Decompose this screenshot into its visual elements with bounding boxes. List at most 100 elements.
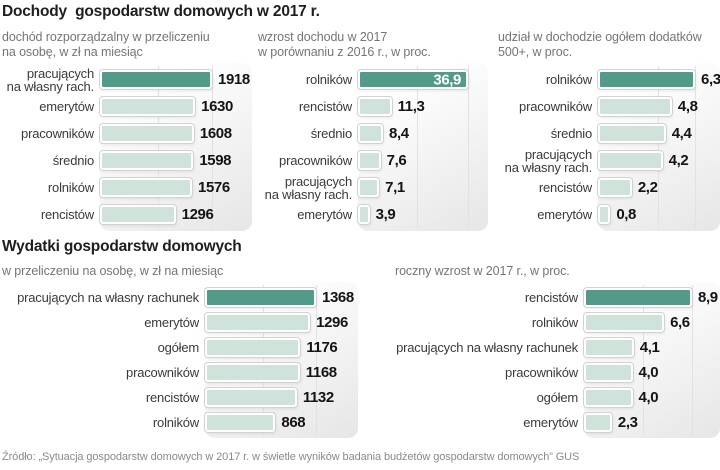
value-label: 1176 (306, 339, 338, 356)
bar-highlighted (598, 70, 695, 89)
axis-gridline (263, 285, 264, 435)
bar-highlighted: 36,9 (358, 70, 468, 89)
chart-income-growth: wzrost dochodu w 2017 w porównaniu z 201… (252, 28, 490, 231)
category-label: rolników (305, 72, 352, 87)
category-label: ogółem (536, 390, 579, 405)
category-label: pracujących na własny rach. (6, 65, 95, 94)
value-label: 6,6 (670, 314, 690, 331)
category-label: rencistów (40, 207, 94, 222)
bar (598, 97, 672, 116)
chart-bars-area: pracujących na własny rach. 1918 emerytów 1… (2, 63, 252, 231)
bar-row: pracowników 4,0 (360, 360, 720, 385)
category-label: średnio (52, 153, 94, 168)
bar-track: 1368 (205, 288, 354, 307)
axis-gridline (158, 66, 159, 228)
category-label: pracowników (126, 365, 199, 380)
bar-row: rolników 6,3 (490, 66, 720, 93)
chart-500plus-share: udział w dochodzie ogółem dodatków 500+,… (490, 28, 720, 231)
category-label: pracowników (519, 99, 592, 114)
source-note: Źródło: „Sytuacja gospodarstw domowych w… (2, 451, 580, 463)
category-label: rolników (152, 415, 199, 430)
category-label: rolników (531, 315, 578, 330)
value-label: 8,9 (698, 289, 718, 306)
section2-title: Wydatki gospodarstw domowych (2, 238, 242, 255)
bar-row: ogółem 4,0 (360, 385, 720, 410)
bar-highlighted (584, 288, 692, 307)
bar-row: rolników 868 (0, 410, 360, 435)
bar-track: 1168 (205, 363, 337, 382)
bar-track: 6,6 (584, 313, 692, 332)
bar (598, 205, 611, 224)
value-label: 6,3 (701, 71, 720, 88)
chart-bars-area: pracujących na własny rachunek 1368 emeryt… (0, 282, 360, 438)
category-label: pracujących na własny rach. (264, 173, 353, 202)
bar (598, 151, 663, 170)
chart-subtitle: w przeliczeniu na osobę, w zł na miesiąc (2, 264, 224, 278)
value-label: 7,1 (385, 179, 405, 196)
bar-row: pracowników 4,8 (490, 93, 720, 120)
bar-row: średnio 8,4 (252, 120, 490, 147)
bar (205, 413, 276, 432)
chart-expenses-per-person: w przeliczeniu na osobę, w zł na miesiąc… (0, 262, 360, 438)
value-label: 1918 (218, 71, 250, 88)
bar-row: pracujących na własny rachunek 1368 (0, 285, 360, 310)
bar-row: rencistów 11,3 (252, 93, 490, 120)
bar-row: pracowników 1168 (0, 360, 360, 385)
chart-subtitle: udział w dochodzie ogółem dodatków 500+,… (498, 30, 702, 59)
bar-track: 11,3 (358, 97, 468, 116)
value-label: 1608 (199, 125, 232, 142)
bar (584, 363, 633, 382)
bar-track: 4,0 (584, 363, 692, 382)
value-label: 7,6 (386, 152, 407, 169)
category-label: emerytów (537, 207, 592, 222)
bar-row: rolników 1576 (2, 174, 252, 201)
bar-row: emerytów 2,3 (360, 410, 720, 435)
plot-background-panel (205, 282, 358, 438)
axis-gridline (643, 285, 644, 435)
bar-track: 1630 (100, 97, 233, 116)
bar-track: 2,2 (598, 178, 695, 197)
top-charts-row: dochód rozporządzalny w przeliczeniu na … (2, 28, 720, 231)
category-label: pracujących na własny rachunek (396, 340, 578, 355)
bar-row: ogółem 1176 (0, 335, 360, 360)
bar (205, 313, 311, 332)
category-label: rencistów (538, 180, 592, 195)
bar (358, 124, 384, 143)
category-label: pracowników (21, 126, 94, 141)
category-label: pracujących na własny rachunek (17, 290, 199, 305)
bar-track: 8,9 (584, 288, 718, 307)
bar-row: rencistów 8,9 (360, 285, 720, 310)
value-label: 0,8 (616, 206, 636, 223)
bar (100, 178, 193, 197)
plot-background-panel (100, 63, 252, 231)
bar-track: 36,9 (358, 70, 468, 89)
bar (100, 124, 194, 143)
bar-track: 1608 (100, 124, 232, 143)
bar-track: 4,0 (584, 388, 692, 407)
category-label: emerytów (144, 315, 199, 330)
category-label: rolników (47, 180, 94, 195)
bar-track: 868 (205, 413, 316, 432)
chart-bars-area: rolników 36,9 rencistów 11,3 średnio 8,4 praco… (252, 63, 490, 231)
bar (100, 97, 196, 116)
bar-row: emerytów 0,8 (490, 201, 720, 228)
chart-income-per-person: dochód rozporządzalny w przeliczeniu na … (2, 28, 252, 231)
chart-expenses-growth: roczny wzrost w 2017 r., w proc. rencist… (360, 262, 720, 438)
bar (205, 363, 300, 382)
bottom-charts-row: w przeliczeniu na osobę, w zł na miesiąc… (0, 262, 720, 438)
axis-gridline (692, 285, 693, 435)
bar (205, 338, 301, 357)
bar-track: 6,3 (598, 70, 720, 89)
category-label: pracowników (505, 365, 578, 380)
bar-highlighted (205, 288, 316, 307)
bar-row: emerytów 1630 (2, 93, 252, 120)
bar-track: 7,1 (358, 178, 468, 197)
bar-highlighted (100, 70, 212, 89)
value-label: 1598 (199, 152, 232, 169)
category-label: ogółem (157, 340, 200, 355)
category-label: rencistów (524, 290, 578, 305)
value-label: 4,0 (638, 389, 659, 406)
category-label: emerytów (39, 99, 94, 114)
axis-gridline (316, 285, 317, 435)
bar-row: rencistów 1132 (0, 385, 360, 410)
